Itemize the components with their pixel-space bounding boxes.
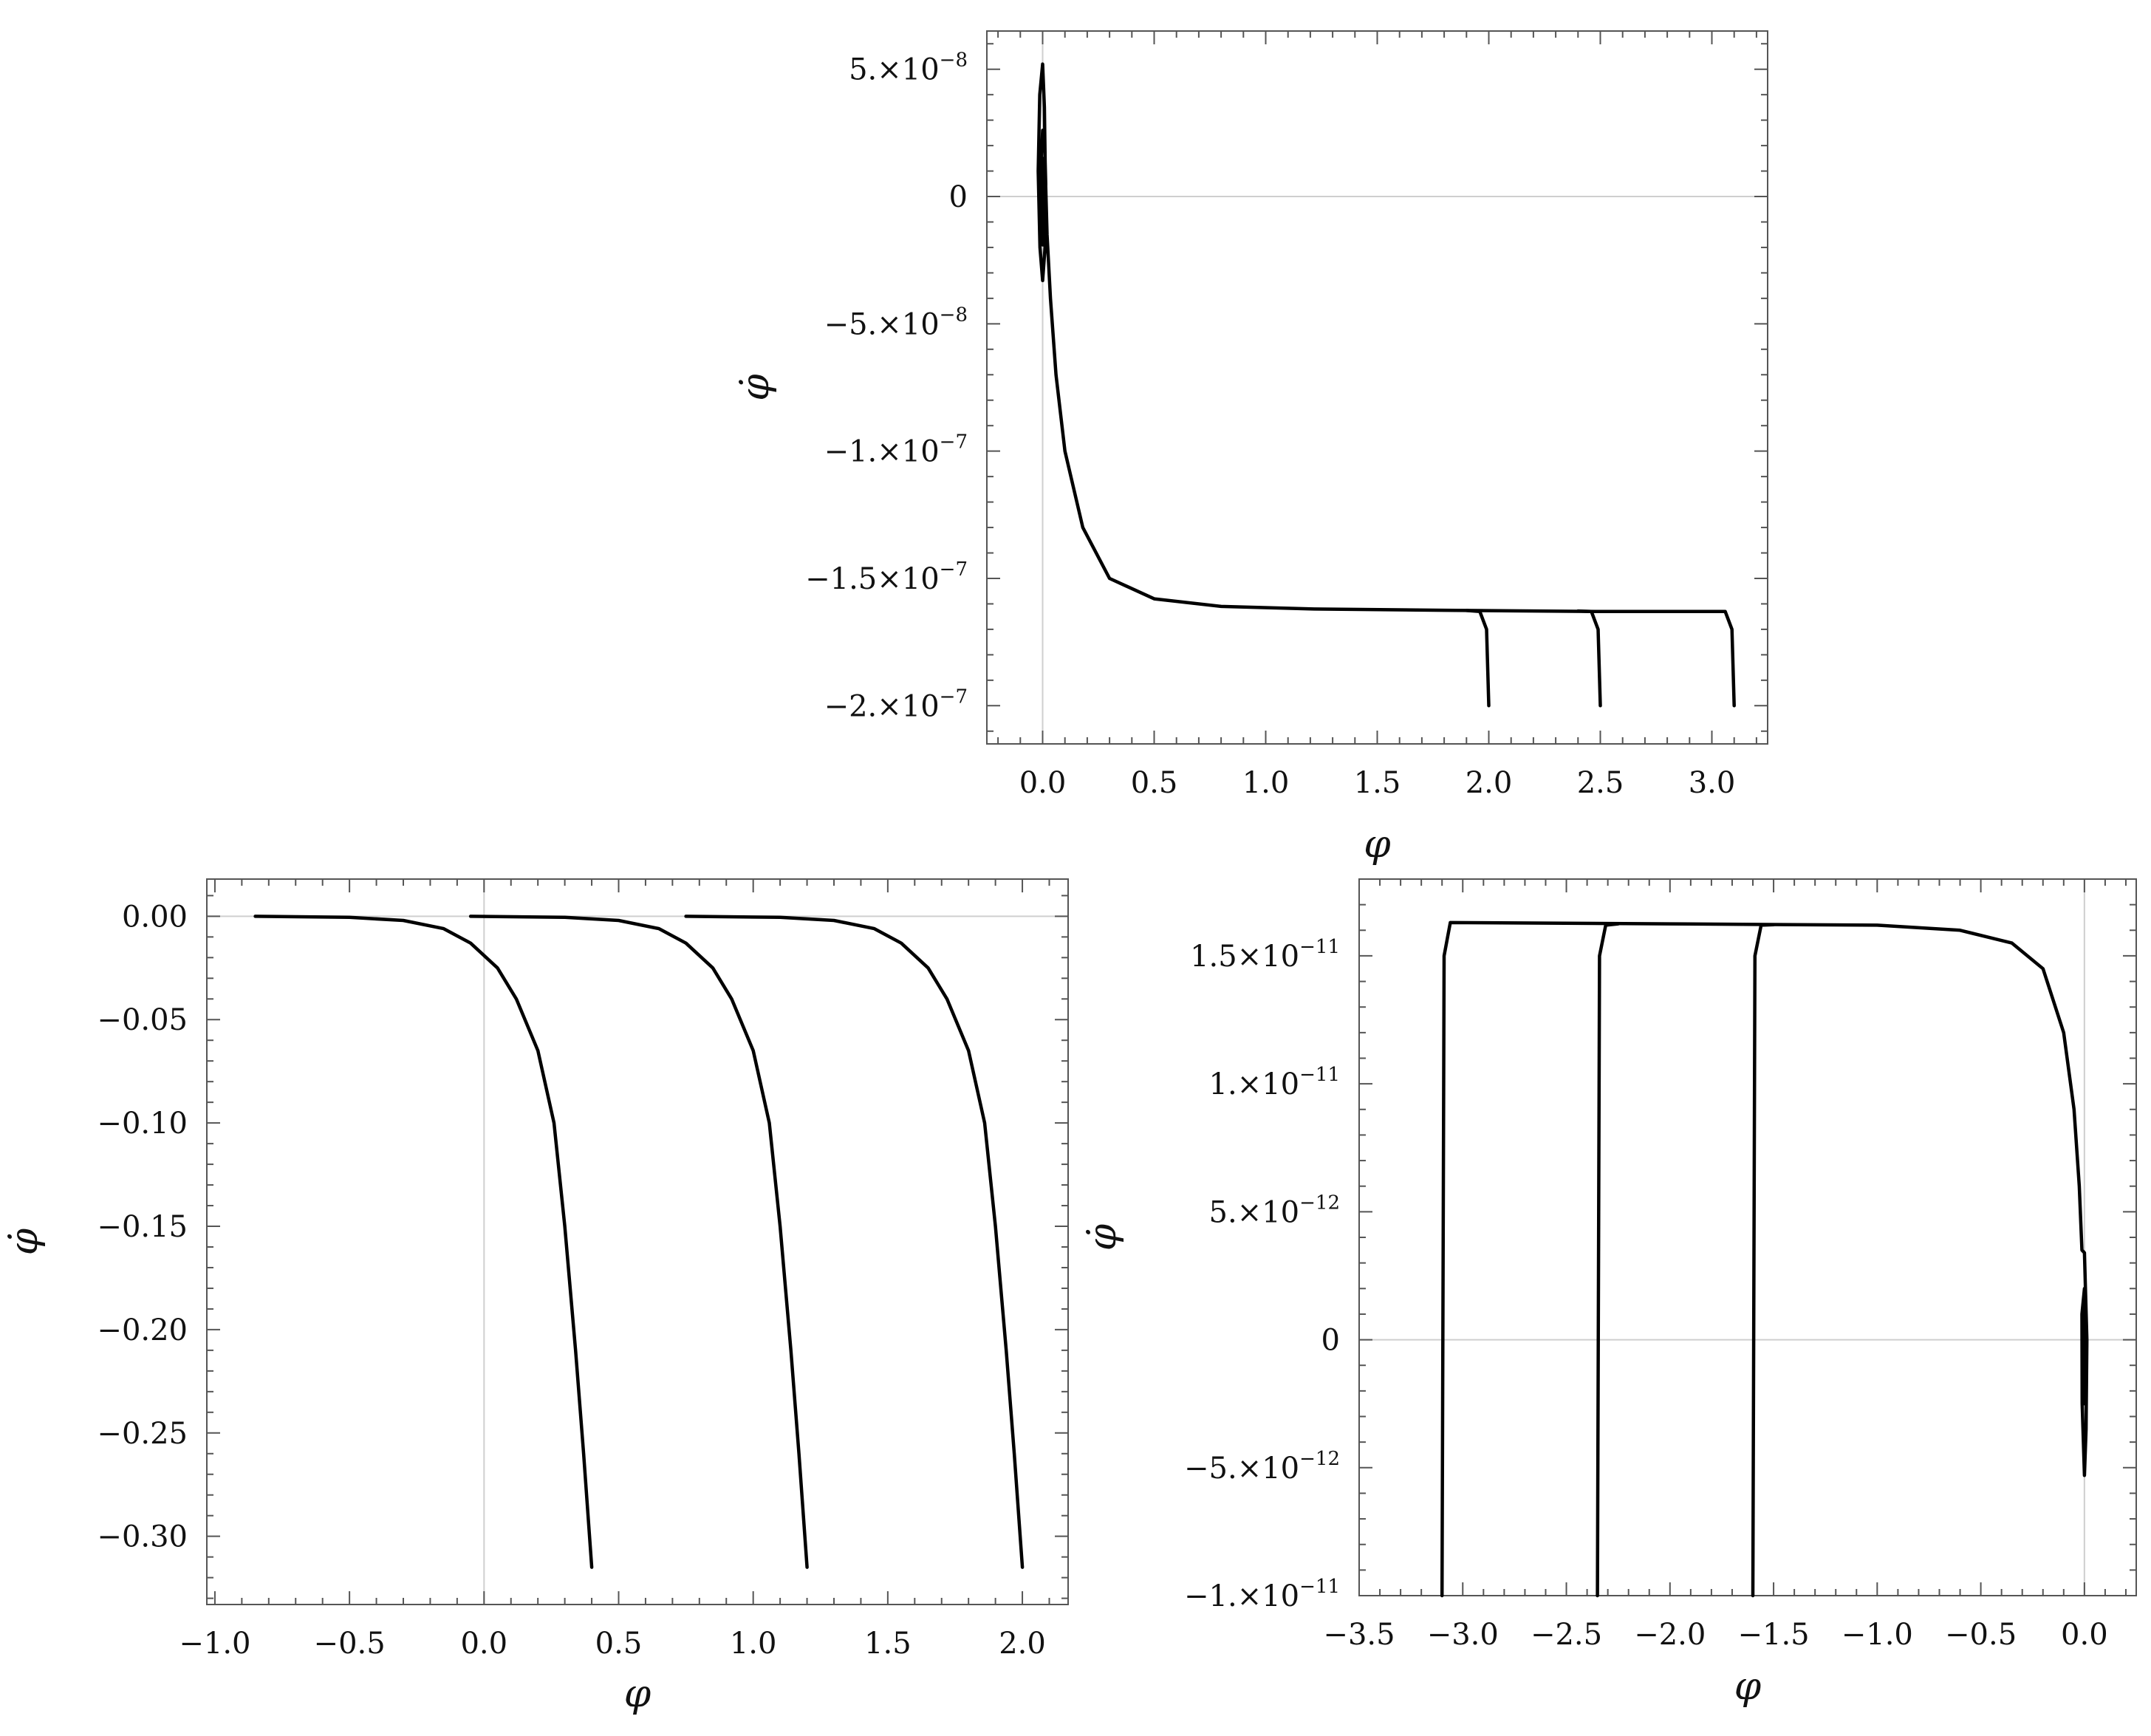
x-tick-label: 2.0	[999, 1627, 1046, 1661]
x-tick-label: 0.0	[460, 1627, 507, 1661]
x-tick-label: −3.5	[1323, 1618, 1395, 1652]
y-tick-mantissa: −1.×10	[824, 435, 940, 469]
x-tick-label: 1.0	[730, 1627, 777, 1661]
y-tick-exponent: −8	[940, 304, 968, 326]
y-tick-mantissa: −1.×10	[1184, 1579, 1299, 1613]
x-tick-label: 0.5	[595, 1627, 643, 1661]
trajectory-curve-1	[1440, 920, 2089, 1598]
x-tick-label: 3.0	[1689, 766, 1736, 800]
x-axis-title: φ	[1734, 1664, 1762, 1709]
x-tick-label: 0.5	[1131, 766, 1178, 800]
y-tick-mantissa: −2.×10	[824, 689, 940, 723]
trajectory-curve-3	[1751, 923, 1776, 1598]
y-tick-mantissa: −5.×10	[824, 307, 940, 341]
x-tick-label: −0.5	[314, 1627, 386, 1661]
y-tick-label: −0.10	[97, 1107, 188, 1141]
y-tick-label: 1.5×10−11	[1190, 936, 1340, 974]
y-tick-label: 5.×10−12	[1209, 1192, 1340, 1229]
y-tick-mantissa: 0	[1321, 1324, 1340, 1358]
y-tick-label: −1.×10−11	[1184, 1576, 1340, 1613]
y-tick-label: −5.×10−8	[824, 304, 968, 341]
plot-frame	[986, 30, 1768, 745]
x-tick-label: −1.5	[1737, 1618, 1809, 1652]
y-tick-label: −0.05	[97, 1003, 188, 1037]
phase-plot-bottom-right: −3.5 −3.0 −2.5 −2.0 −1.5 −1.0 −0.5 0.01.5×10−11…	[1081, 878, 2137, 1709]
plot-frame	[1358, 878, 2137, 1596]
y-tick-label: −1.5×10−7	[805, 558, 968, 596]
x-tick-label: 0.0	[1019, 766, 1067, 800]
x-tick-label: −1.0	[179, 1627, 250, 1661]
trajectory-curve-3	[1465, 609, 1491, 708]
y-tick-mantissa: 1.×10	[1209, 1067, 1300, 1101]
x-axis-title: φ	[624, 1672, 652, 1716]
x-tick-label: 2.5	[1577, 766, 1624, 800]
x-tick-label: −1.0	[1841, 1618, 1913, 1652]
y-axis-title: φ̇	[2, 1228, 47, 1255]
trajectory-curve-3	[684, 915, 1025, 1569]
y-tick-mantissa: 5.×10	[849, 53, 940, 87]
x-axis-title: φ	[1364, 822, 1391, 867]
x-tick-label: 1.0	[1242, 766, 1290, 800]
y-tick-label: 5.×10−8	[849, 49, 968, 87]
trajectory-curve-2	[468, 915, 809, 1569]
y-tick-mantissa: 5.×10	[1209, 1195, 1300, 1229]
y-tick-label: −0.30	[97, 1520, 188, 1554]
y-tick-exponent: −8	[940, 49, 968, 72]
y-tick-exponent: −11	[1299, 1576, 1340, 1598]
y-tick-exponent: −12	[1299, 1192, 1340, 1214]
y-tick-exponent: −7	[940, 558, 968, 581]
y-tick-mantissa: 0	[949, 180, 968, 214]
y-tick-mantissa: 1.5×10	[1190, 940, 1299, 974]
y-axis-title: φ̇	[733, 374, 778, 401]
y-tick-exponent: −11	[1299, 936, 1340, 958]
y-tick-exponent: −12	[1299, 1448, 1340, 1470]
y-tick-exponent: −11	[1299, 1064, 1340, 1086]
trajectory-curve-1	[253, 915, 594, 1569]
y-tick-label: 0	[949, 180, 968, 214]
y-tick-label: 0.00	[122, 900, 188, 934]
y-axis-title: φ̇	[1081, 1223, 1125, 1251]
y-tick-label: 0	[1321, 1324, 1340, 1358]
y-tick-label: −0.20	[97, 1313, 188, 1347]
x-tick-label: −3.0	[1427, 1618, 1499, 1652]
phase-plot-bottom-left: −1.0 −0.5 0.0 0.5 1.0 1.5 2.0 0.00 −0.05 −0.10 −0.…	[2, 878, 1069, 1716]
phase-plot-top: 0.0 0.5 1.0 1.5 2.0 2.5 3.05.×10−80−5.×10−8−1.…	[733, 30, 1768, 867]
trajectory-curve-2	[1596, 922, 1620, 1598]
x-tick-label: −2.0	[1634, 1618, 1706, 1652]
trajectory-curve-1	[1036, 62, 1736, 708]
plot-frame	[206, 878, 1069, 1605]
y-tick-label: 1.×10−11	[1209, 1064, 1340, 1101]
y-tick-mantissa: −5.×10	[1184, 1452, 1299, 1486]
y-tick-exponent: −7	[940, 431, 968, 454]
x-tick-label: −2.5	[1531, 1618, 1602, 1652]
x-tick-label: −0.5	[1945, 1618, 2017, 1652]
y-tick-label: −0.25	[97, 1417, 188, 1451]
y-tick-label: −2.×10−7	[824, 686, 968, 723]
y-tick-label: −0.15	[97, 1210, 188, 1244]
x-tick-label: 2.0	[1466, 766, 1513, 800]
y-tick-mantissa: −1.5×10	[805, 562, 940, 596]
x-tick-label: 1.5	[864, 1627, 912, 1661]
y-tick-label: −5.×10−12	[1184, 1448, 1340, 1486]
trajectory-curve-2	[1576, 609, 1602, 708]
y-tick-label: −1.×10−7	[824, 431, 968, 469]
y-tick-exponent: −7	[940, 686, 968, 708]
x-tick-label: 1.5	[1354, 766, 1401, 800]
x-tick-label: 0.0	[2061, 1618, 2108, 1652]
